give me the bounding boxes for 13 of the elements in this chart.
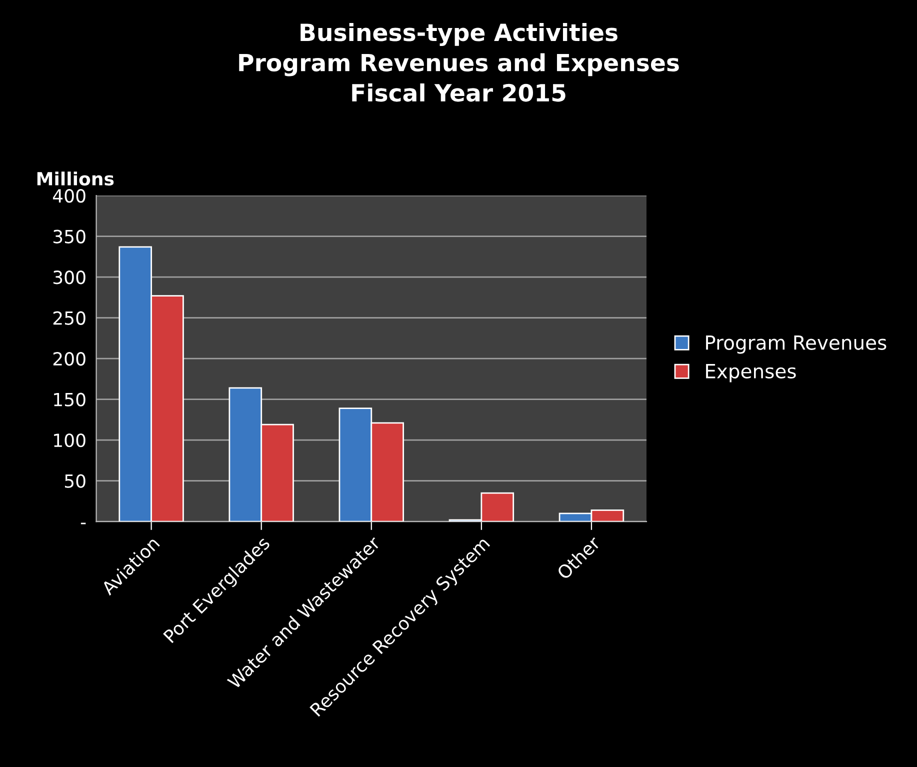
- y-tick-label: -: [80, 522, 86, 524]
- chart-title: Business-type Activities Program Revenues and Expenses Fiscal Year 2015: [239, 23, 679, 102]
- y-tick-label: 150: [54, 392, 86, 406]
- y-tick-label: 200: [53, 352, 86, 366]
- y-tick-label: 350: [53, 230, 86, 244]
- y-tick-label: 50: [64, 474, 86, 488]
- y-tick-label: 400: [52, 189, 86, 203]
- y-tick-label: 100: [54, 434, 86, 448]
- y-axis-title: Millions: [37, 172, 114, 186]
- y-tick-label: 250: [53, 311, 86, 325]
- legend-label: Expenses: [706, 364, 796, 382]
- legend-label: Program Revenues: [706, 335, 886, 354]
- y-tick-label: 300: [53, 270, 86, 284]
